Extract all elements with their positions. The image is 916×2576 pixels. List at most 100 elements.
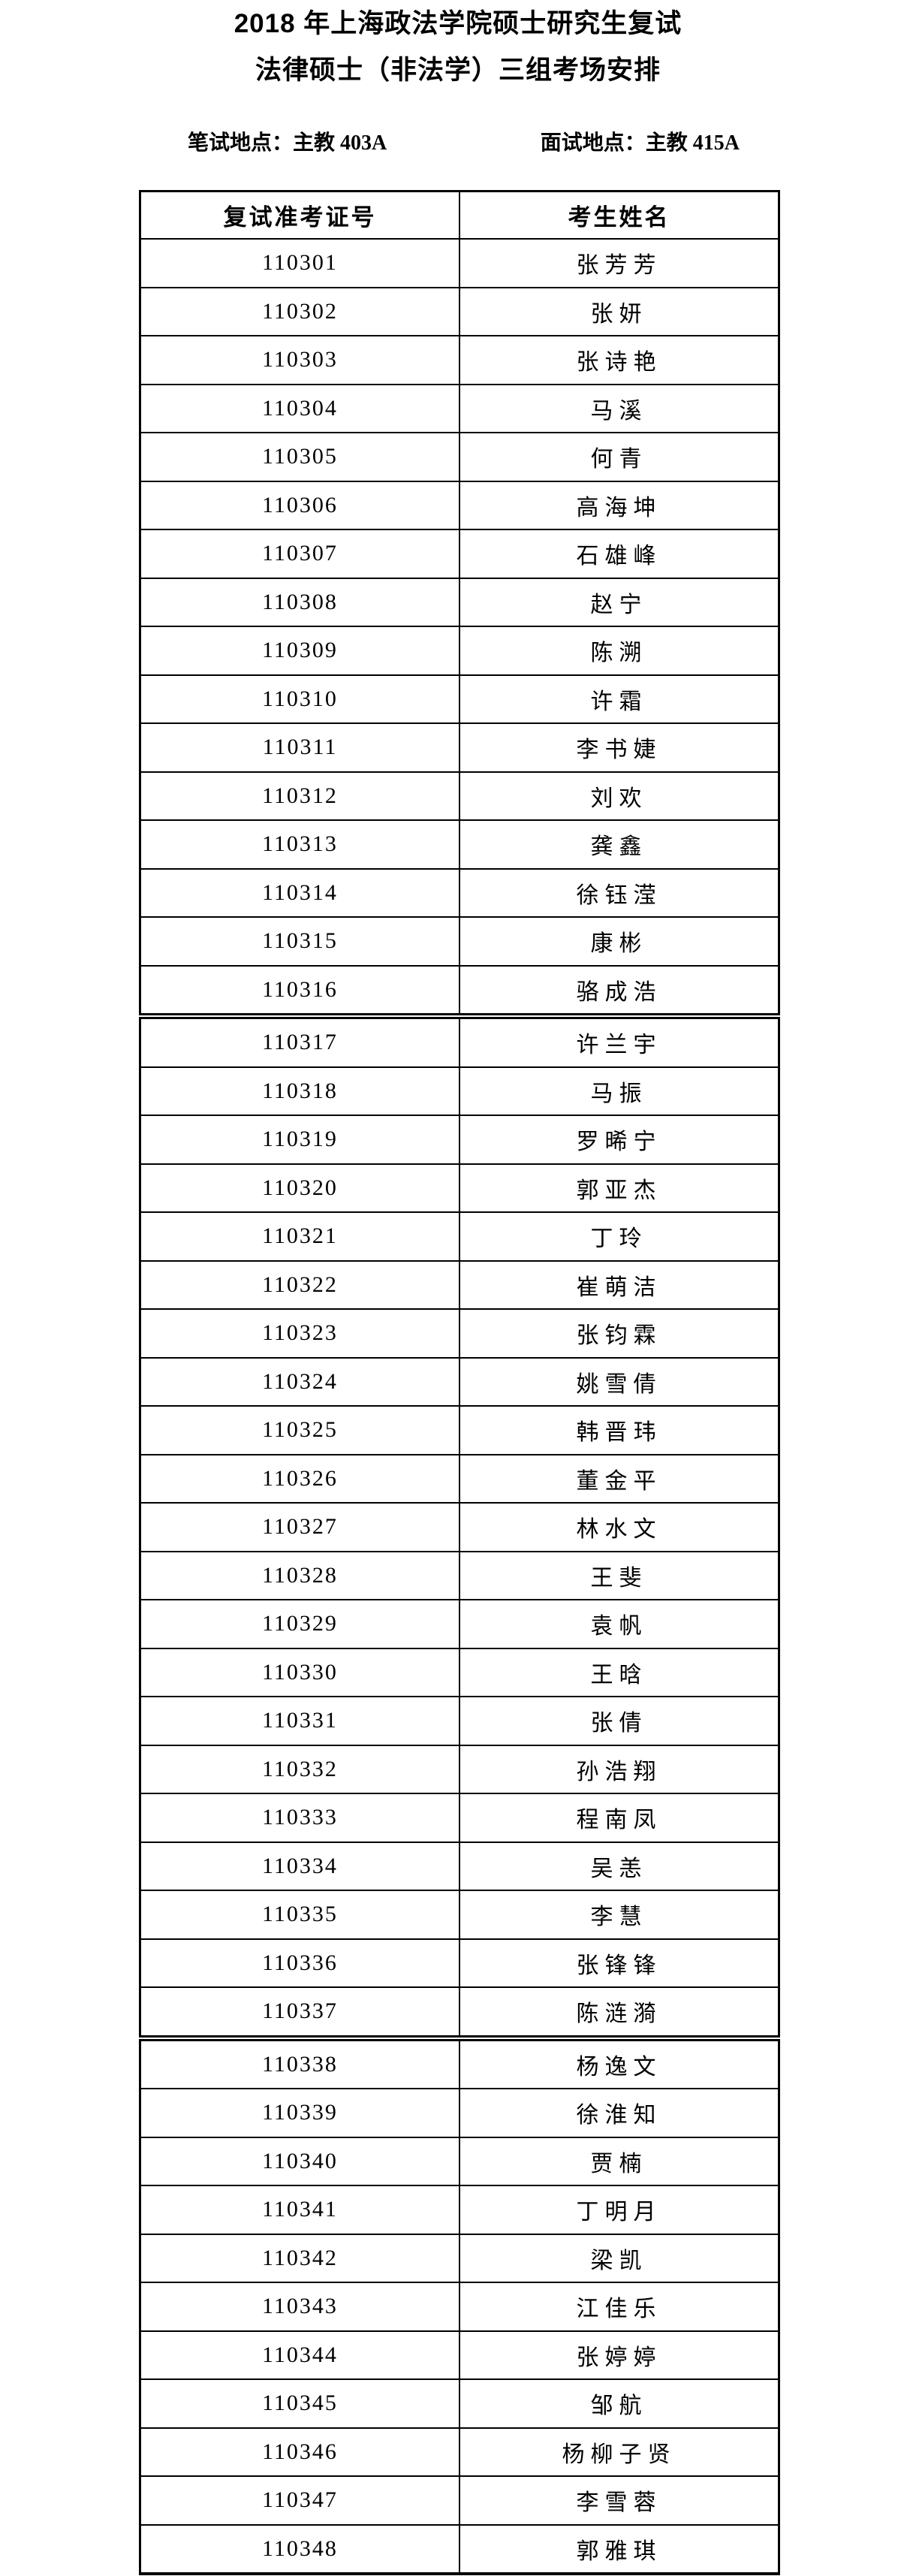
table-row: 110347 李雪蓉 — [139, 2475, 780, 2526]
table-row: 110344 张婷婷 — [139, 2330, 780, 2380]
table-row: 110307 石雄峰 — [139, 529, 780, 579]
table-row: 110324 姚雪倩 — [139, 1356, 780, 1407]
page-title-line1: 2018 年上海政法学院硕士研究生复试 — [234, 9, 682, 38]
candidate-name-cell: 袁帆 — [459, 1599, 780, 1649]
candidate-name-cell: 龚鑫 — [459, 819, 780, 870]
candidate-id-cell: 110347 — [139, 2475, 460, 2526]
candidate-name-cell: 何青 — [459, 432, 780, 482]
table-row: 110332 孙浩翔 — [139, 1744, 780, 1794]
candidate-id-cell: 110336 — [139, 1938, 460, 1988]
table-row: 110301 张芳芳 — [139, 238, 780, 288]
candidate-name-cell: 骆成浩 — [459, 964, 780, 1017]
candidate-name-cell: 程南凤 — [459, 1793, 780, 1843]
candidate-id-cell: 110310 — [139, 674, 460, 724]
candidate-name-cell: 徐钰滢 — [459, 867, 780, 918]
candidate-name-cell: 郭亚杰 — [459, 1163, 780, 1213]
candidate-id-cell: 110325 — [139, 1405, 460, 1455]
table-row: 110335 李慧 — [139, 1890, 780, 1940]
candidate-name-cell: 邹航 — [459, 2378, 780, 2429]
candidate-id-cell: 110306 — [139, 480, 460, 530]
table-row: 110333 程南凤 — [139, 1793, 780, 1843]
candidate-name-cell: 张芳芳 — [459, 238, 780, 288]
candidate-name-cell: 陈涟漪 — [459, 1986, 780, 2039]
candidate-id-cell: 110323 — [139, 1308, 460, 1359]
candidate-id-cell: 110326 — [139, 1453, 460, 1504]
table-row: 110311 李书婕 — [139, 722, 780, 773]
candidate-id-cell: 110324 — [139, 1356, 460, 1407]
candidate-id-cell: 110346 — [139, 2427, 460, 2477]
candidate-name-cell: 许霜 — [459, 674, 780, 724]
candidate-name-cell: 刘欢 — [459, 771, 780, 821]
candidate-id-cell: 110348 — [139, 2523, 460, 2574]
page-title-line2: 法律硕士（非法学）三组考场安排 — [255, 56, 661, 85]
candidate-name-cell: 崔萌洁 — [459, 1259, 780, 1310]
candidate-name-cell: 李雪蓉 — [459, 2475, 780, 2526]
candidate-id-cell: 110331 — [139, 1696, 460, 1746]
candidate-name-cell: 杨柳子贤 — [459, 2427, 780, 2477]
table-row: 110343 江佳乐 — [139, 2282, 780, 2332]
table-row: 110323 张钧霖 — [139, 1308, 780, 1359]
table-row: 110303 张诗艳 — [139, 335, 780, 385]
candidate-id-cell: 110316 — [139, 964, 460, 1017]
table-row: 110304 马溪 — [139, 383, 780, 433]
candidate-id-cell: 110313 — [139, 819, 460, 870]
interview-location: 面试地点：主教 415A — [540, 131, 740, 155]
candidate-id-cell: 110314 — [139, 867, 460, 918]
column-header-name: 考生姓名 — [459, 190, 780, 240]
candidate-id-cell: 110308 — [139, 577, 460, 627]
candidate-name-cell: 陈溯 — [459, 626, 780, 676]
candidate-id-cell: 110340 — [139, 2136, 460, 2186]
table-row: 110302 张妍 — [139, 286, 780, 336]
candidate-name-cell: 丁明月 — [459, 2185, 780, 2235]
candidate-id-cell: 110318 — [139, 1066, 460, 1116]
candidate-name-cell: 梁凯 — [459, 2233, 780, 2283]
table-row: 110331 张倩 — [139, 1696, 780, 1746]
candidate-name-cell: 林水文 — [459, 1502, 780, 1552]
candidate-id-cell: 110332 — [139, 1744, 460, 1794]
table-row: 110346 杨柳子贤 — [139, 2427, 780, 2477]
candidate-id-cell: 110341 — [139, 2185, 460, 2235]
column-header-exam-id: 复试准考证号 — [139, 190, 460, 240]
candidate-id-cell: 110334 — [139, 1841, 460, 1891]
candidate-name-cell: 韩晋玮 — [459, 1405, 780, 1455]
candidate-id-cell: 110335 — [139, 1890, 460, 1940]
candidate-name-cell: 马振 — [459, 1066, 780, 1116]
candidate-name-cell: 许兰宇 — [459, 1013, 780, 1068]
candidate-id-cell: 110338 — [139, 2035, 460, 2089]
candidate-name-cell: 姚雪倩 — [459, 1356, 780, 1407]
table-row: 110327 林水文 — [139, 1502, 780, 1552]
candidate-id-cell: 110344 — [139, 2330, 460, 2380]
header-row: 复试准考证号 考生姓名 — [139, 190, 780, 240]
table-row: 110305 何青 — [139, 432, 780, 482]
candidate-name-cell: 张婷婷 — [459, 2330, 780, 2380]
candidate-name-cell: 董金平 — [459, 1453, 780, 1504]
candidate-name-cell: 赵宁 — [459, 577, 780, 627]
candidate-id-cell: 110322 — [139, 1259, 460, 1310]
candidate-name-cell: 李书婕 — [459, 722, 780, 773]
table-row: 110316 骆成浩 — [139, 964, 780, 1017]
table-row: 110330 王晗 — [139, 1647, 780, 1697]
table-row: 110308 赵宁 — [139, 577, 780, 627]
candidate-name-cell: 张倩 — [459, 1696, 780, 1746]
candidate-id-cell: 110304 — [139, 383, 460, 433]
table-row: 110348 郭雅琪 — [139, 2523, 780, 2574]
written-exam-location: 笔试地点：主教 403A — [188, 131, 387, 155]
exam-locations: 笔试地点：主教 403A 面试地点：主教 415A — [139, 131, 780, 155]
table-row: 110342 梁凯 — [139, 2233, 780, 2283]
table-row: 110320 郭亚杰 — [139, 1163, 780, 1213]
candidate-id-cell: 110319 — [139, 1115, 460, 1165]
candidate-name-cell: 李慧 — [459, 1890, 780, 1940]
candidate-name-cell: 罗晞宁 — [459, 1115, 780, 1165]
table-row: 110326 董金平 — [139, 1453, 780, 1504]
candidate-id-cell: 110330 — [139, 1647, 460, 1697]
candidate-id-cell: 110315 — [139, 916, 460, 967]
candidate-id-cell: 110329 — [139, 1599, 460, 1649]
candidate-id-cell: 110321 — [139, 1211, 460, 1262]
candidate-name-cell: 王晗 — [459, 1647, 780, 1697]
table-row: 110310 许霜 — [139, 674, 780, 724]
candidate-name-cell: 张锋锋 — [459, 1938, 780, 1988]
candidate-name-cell: 张钧霖 — [459, 1308, 780, 1359]
table-header: 复试准考证号 考生姓名 — [139, 190, 780, 240]
candidate-name-cell: 高海坤 — [459, 480, 780, 530]
candidate-id-cell: 110328 — [139, 1550, 460, 1600]
